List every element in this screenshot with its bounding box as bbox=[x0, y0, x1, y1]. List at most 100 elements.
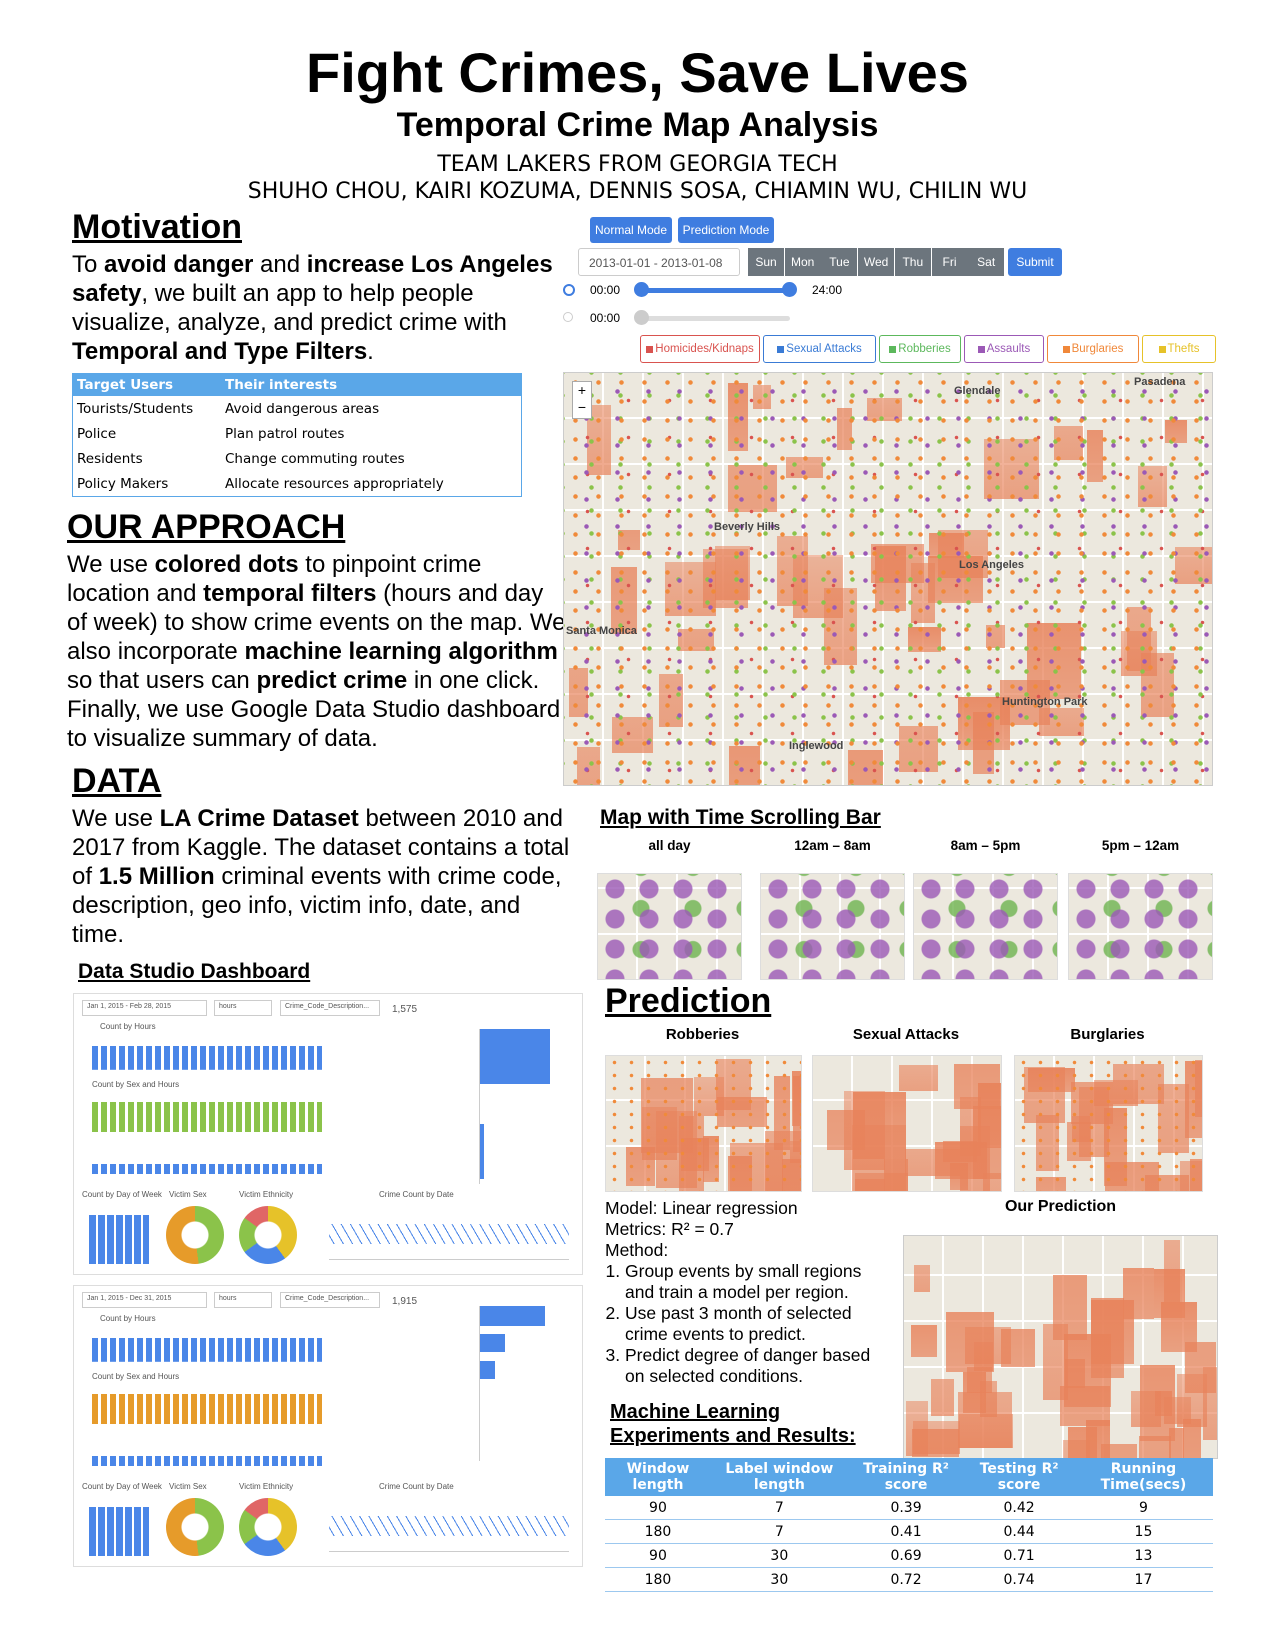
column-header: Target Users bbox=[72, 373, 221, 396]
header-row: Target Users Their interests bbox=[72, 373, 522, 396]
bar-area bbox=[92, 1328, 322, 1362]
column-header: Testing R² score bbox=[964, 1458, 1074, 1496]
row: Residents Change commuting routes bbox=[73, 446, 522, 471]
thumbnail-label: Robberies bbox=[665, 1026, 740, 1043]
text-run: , we built an app to help people visuali… bbox=[72, 280, 507, 336]
text-run: to pinpoint crime location and bbox=[67, 551, 482, 607]
date-range: Jan 1, 2015 - Dec 31, 2015 bbox=[82, 1292, 207, 1308]
cell: 0.42 bbox=[964, 1496, 1074, 1520]
chart-title: Count by Day of Week bbox=[82, 1190, 162, 1199]
prediction-map bbox=[903, 1235, 1218, 1459]
day-button[interactable]: Fri bbox=[931, 248, 968, 276]
filter-button[interactable]: Assaults bbox=[964, 335, 1044, 363]
filter-button[interactable]: Burglaries bbox=[1047, 335, 1139, 363]
mode-button[interactable]: Normal Mode bbox=[590, 217, 672, 243]
column-header: Label window length bbox=[710, 1458, 848, 1496]
team: TEAM LAKERS FROM GEORGIA TECH bbox=[437, 152, 838, 177]
day-button[interactable]: Thu bbox=[894, 248, 931, 276]
date-input[interactable]: 2013-01-01 - 2013-01-08 bbox=[578, 248, 740, 276]
thumbnail-label: all day bbox=[648, 838, 691, 853]
column-header: Training R² score bbox=[847, 1458, 965, 1496]
text-run: (hours and day of week) to show crime ev… bbox=[67, 580, 566, 665]
map-label: Los Angeles bbox=[959, 559, 1024, 571]
cell: Avoid dangerous areas bbox=[225, 400, 380, 417]
thumbnail-map bbox=[597, 873, 742, 980]
checkbox bbox=[1158, 345, 1166, 353]
subheading: Machine Learning Experiments and Results: bbox=[610, 1400, 856, 1448]
day-button[interactable]: Mon bbox=[784, 248, 821, 276]
row: 180 7 0.41 0.44 15 bbox=[605, 1519, 1213, 1544]
day-button[interactable]: Sun bbox=[748, 248, 784, 276]
cell: 0.69 bbox=[847, 1543, 965, 1568]
label: Our Prediction bbox=[1004, 1198, 1117, 1215]
slider-handle[interactable] bbox=[634, 282, 649, 297]
filter-button[interactable]: Robberies bbox=[879, 335, 961, 363]
bar-area bbox=[92, 1446, 322, 1466]
bar-area bbox=[89, 1501, 149, 1556]
bar-area bbox=[92, 1386, 322, 1424]
checkbox bbox=[1062, 345, 1070, 353]
chart-title: Victim Sex bbox=[169, 1190, 207, 1199]
total: 1,575 bbox=[392, 1004, 418, 1015]
text-line: Method: bbox=[605, 1240, 669, 1260]
filter-button[interactable]: Homicides/Kidnaps bbox=[640, 335, 760, 363]
title: Fight Crimes, Save Lives bbox=[306, 41, 969, 104]
map-label: Glendale bbox=[954, 385, 1001, 397]
day-button[interactable]: Sat bbox=[968, 248, 1005, 276]
filter-label: Robberies bbox=[898, 343, 951, 355]
time-label: 00:00 bbox=[590, 283, 621, 297]
mode-button[interactable]: Prediction Mode bbox=[678, 217, 774, 243]
chart-title: Count by Hours bbox=[100, 1022, 156, 1031]
thumbnail-label: 5pm – 12am bbox=[1101, 838, 1180, 853]
chart-title: Crime Count by Date bbox=[379, 1482, 454, 1491]
column-header: Their interests bbox=[221, 373, 522, 396]
donut bbox=[166, 1498, 224, 1556]
slider-handle[interactable] bbox=[634, 310, 649, 325]
submit-button[interactable]: Submit bbox=[1008, 248, 1062, 276]
model-description: Model: Linear regression Metrics: R² = 0.… bbox=[605, 1198, 890, 1387]
zoom-control[interactable]: + − bbox=[572, 381, 592, 419]
text-line: Metrics: R² = 0.7 bbox=[605, 1219, 734, 1239]
donut bbox=[239, 1498, 297, 1556]
cell: Change commuting routes bbox=[225, 450, 405, 467]
slider-handle[interactable] bbox=[782, 282, 797, 297]
cell: 7 bbox=[710, 1519, 848, 1544]
section-heading: DATA bbox=[72, 762, 162, 800]
text-run: so that users can bbox=[67, 667, 257, 694]
method-step: Predict degree of danger based on select… bbox=[625, 1345, 890, 1387]
filter-button[interactable]: Sexual Attacks bbox=[763, 335, 876, 363]
heading-line: Experiments and Results: bbox=[610, 1425, 856, 1447]
filter-label: Sexual Attacks bbox=[786, 343, 862, 355]
bar-area bbox=[89, 1209, 149, 1264]
chart-title: Count by Day of Week bbox=[82, 1482, 162, 1491]
radio[interactable] bbox=[563, 312, 573, 322]
cell: 15 bbox=[1073, 1519, 1213, 1544]
text-run: avoid danger bbox=[104, 251, 254, 278]
paragraph: To avoid danger and increase Los Angeles… bbox=[72, 250, 567, 366]
heading-line: Machine Learning bbox=[610, 1401, 781, 1423]
thumbnail-map bbox=[605, 1055, 802, 1192]
chart-title: Count by Sex and Hours bbox=[92, 1080, 180, 1089]
cell: 0.71 bbox=[964, 1543, 1074, 1568]
text-line: Model: Linear regression bbox=[605, 1198, 798, 1218]
cell: Allocate resources appropriately bbox=[225, 475, 444, 492]
text-run: criminal events with crime code, descrip… bbox=[72, 863, 562, 948]
thumbnail-map bbox=[812, 1055, 1002, 1192]
row: 180 30 0.72 0.74 17 bbox=[605, 1567, 1213, 1592]
cell: 13 bbox=[1073, 1543, 1213, 1568]
cell: 90 bbox=[605, 1496, 711, 1520]
text-run: To bbox=[72, 251, 105, 278]
cell: 0.39 bbox=[847, 1496, 965, 1520]
subheading: Map with Time Scrolling Bar bbox=[600, 806, 881, 829]
cell: 30 bbox=[710, 1567, 848, 1592]
checkbox bbox=[646, 345, 654, 353]
radio[interactable] bbox=[563, 284, 575, 296]
paragraph: We use colored dots to pinpoint crime lo… bbox=[67, 550, 567, 753]
users-table: Target Users Their interests Tourists/Stud… bbox=[72, 373, 522, 497]
filter-button[interactable]: Thefts bbox=[1142, 335, 1216, 363]
day-button[interactable]: Wed bbox=[858, 248, 895, 276]
day-button[interactable]: Tue bbox=[821, 248, 858, 276]
bar-area bbox=[92, 1094, 322, 1132]
subheading: Data Studio Dashboard bbox=[78, 960, 311, 983]
text-run: in one click. Finally, we use Google Dat… bbox=[67, 667, 561, 752]
